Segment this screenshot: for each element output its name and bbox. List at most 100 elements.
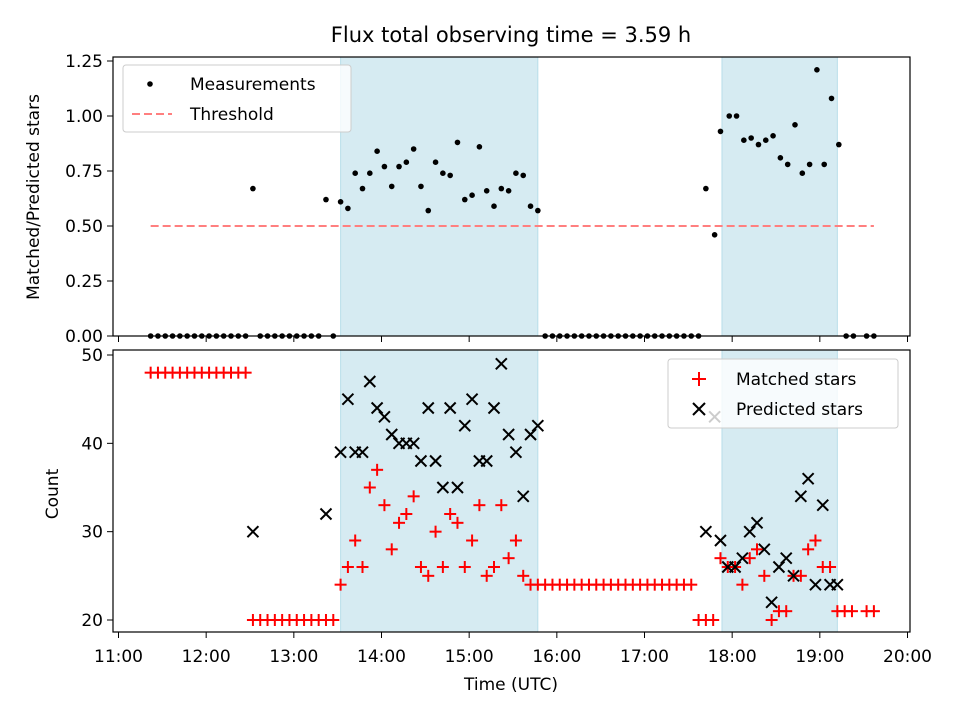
legend-threshold-label: Threshold	[189, 105, 274, 125]
measurement-point-91	[806, 161, 813, 168]
measurement-point-89	[792, 122, 798, 128]
top-y-tick-label-4: 0.75	[65, 162, 103, 182]
legend-measurements-marker	[147, 81, 153, 87]
predicted-stars-point-14	[414, 454, 428, 468]
matched-stars-point-92	[809, 534, 822, 547]
matched-stars-point-36	[400, 508, 413, 520]
matched-stars-point-26	[327, 614, 340, 626]
measurement-point-79	[717, 128, 724, 135]
matched-stars-point-91	[802, 543, 815, 556]
predicted-stars-point-4	[341, 392, 355, 406]
matched-stars-point-30	[356, 561, 369, 573]
matched-stars-point-37	[407, 490, 420, 503]
measurement-point-77	[703, 185, 709, 192]
x-tick-label-10: 20:00	[883, 647, 932, 667]
matched-stars-point-40	[429, 525, 442, 538]
observing-window-shade-1	[340, 56, 539, 337]
measurement-point-87	[777, 155, 784, 161]
predicted-stars-point-33	[714, 534, 727, 547]
matched-stars-point-41	[436, 561, 449, 573]
matched-stars-point-34	[385, 543, 398, 556]
matched-stars-point-84	[751, 543, 764, 556]
matched-stars-point-48	[488, 561, 501, 573]
measurement-point-95	[836, 141, 842, 148]
measurement-point-15	[250, 185, 256, 192]
measurement-point-33	[381, 163, 388, 170]
matched-stars-point-28	[341, 561, 354, 573]
predicted-stars-point-8	[370, 401, 384, 415]
legend-predicted-marker	[692, 402, 706, 416]
predicted-stars-point-30	[531, 419, 545, 432]
predicted-stars-point-2	[319, 507, 333, 521]
predicted-stars-point-29	[524, 428, 537, 441]
x-tick-label-3: 13:00	[269, 647, 318, 667]
predicted-stars-point-36	[736, 551, 749, 565]
predicted-stars-point-27	[509, 445, 523, 459]
bottom-panel: 20 30 40 50 11:00 12:00 13:00 14:00 15:00 16:00 17…	[43, 346, 932, 695]
measurement-point-31	[367, 170, 373, 176]
predicted-stars-point-17	[436, 481, 450, 494]
measurement-point-35	[396, 163, 402, 170]
top-y-tick-label-5: 1.00	[65, 107, 103, 127]
matched-stars-point-52	[517, 569, 530, 582]
bottom-legend: Matched stars Predicted stars	[667, 358, 899, 429]
x-tick-label-2: 12:00	[182, 647, 231, 667]
predicted-stars-point-7	[363, 375, 377, 388]
predicted-stars-point-43	[787, 569, 800, 583]
matched-stars-point-43	[451, 516, 464, 529]
measurement-point-83	[748, 135, 754, 141]
measurement-point-39	[425, 207, 432, 214]
measurement-point-47	[483, 188, 490, 194]
matched-stars-point-29	[349, 534, 362, 547]
predicted-stars-point-24	[487, 401, 501, 415]
bottom-y-tick-label-4: 50	[81, 346, 103, 366]
matched-stars-point-85	[758, 569, 771, 582]
matched-stars-point-45	[466, 534, 479, 547]
matched-stars-point-90	[794, 569, 807, 582]
measurement-point-51	[513, 170, 519, 176]
predicted-stars-point-28	[517, 490, 530, 503]
measurement-point-29	[352, 170, 359, 176]
measurement-point-93	[821, 161, 828, 168]
legend-measurements-label: Measurements	[190, 75, 316, 95]
measurement-point-81	[733, 113, 740, 119]
matched-stars-point-82	[736, 578, 749, 591]
matched-stars-point-49	[495, 499, 508, 512]
matched-stars-point-33	[378, 499, 391, 512]
predicted-stars-point-41	[772, 560, 786, 574]
predicted-stars-point-3	[334, 445, 347, 459]
measurement-point-43	[454, 139, 461, 146]
predicted-stars-point-13	[407, 437, 420, 450]
predicted-stars-point-37	[743, 525, 756, 538]
bottom-y-tick-label-3: 40	[81, 434, 103, 454]
matched-stars-point-46	[473, 499, 486, 512]
x-tick-label-6: 16:00	[532, 647, 581, 667]
matched-stars-point-51	[509, 534, 522, 547]
measurement-point-94	[828, 95, 835, 102]
predicted-stars-point-31	[699, 525, 713, 538]
predicted-stars-point-23	[480, 454, 493, 468]
x-tick-label-8: 18:00	[708, 647, 757, 667]
observing-window-shade-2	[721, 56, 838, 337]
bottom-y-tick-label-1: 20	[81, 611, 103, 631]
legend-predicted-label: Predicted stars	[736, 400, 863, 420]
x-tick-label-4: 14:00	[357, 647, 406, 667]
top-y-tick-label-2: 0.25	[65, 272, 103, 292]
measurement-point-52	[520, 172, 527, 179]
matched-stars-point-99	[867, 605, 880, 618]
measurement-point-37	[410, 146, 417, 152]
predicted-stars-point-15	[422, 401, 435, 415]
predicted-stars-point-18	[443, 401, 457, 415]
predicted-stars-point-1	[246, 525, 260, 538]
matched-stars-point-75	[685, 578, 698, 591]
measurement-point-86	[770, 133, 776, 139]
top-y-tick-label-3: 0.50	[65, 217, 103, 237]
measurement-point-44	[461, 196, 468, 203]
x-tick-label-9: 19:00	[795, 647, 844, 667]
x-axis-label: Time (UTC)	[463, 675, 558, 695]
top-y-tick-label-1: 0.00	[65, 327, 103, 347]
matched-stars-point-32	[371, 463, 384, 476]
measurement-point-38	[418, 183, 424, 190]
matched-stars-point-14	[239, 366, 252, 379]
